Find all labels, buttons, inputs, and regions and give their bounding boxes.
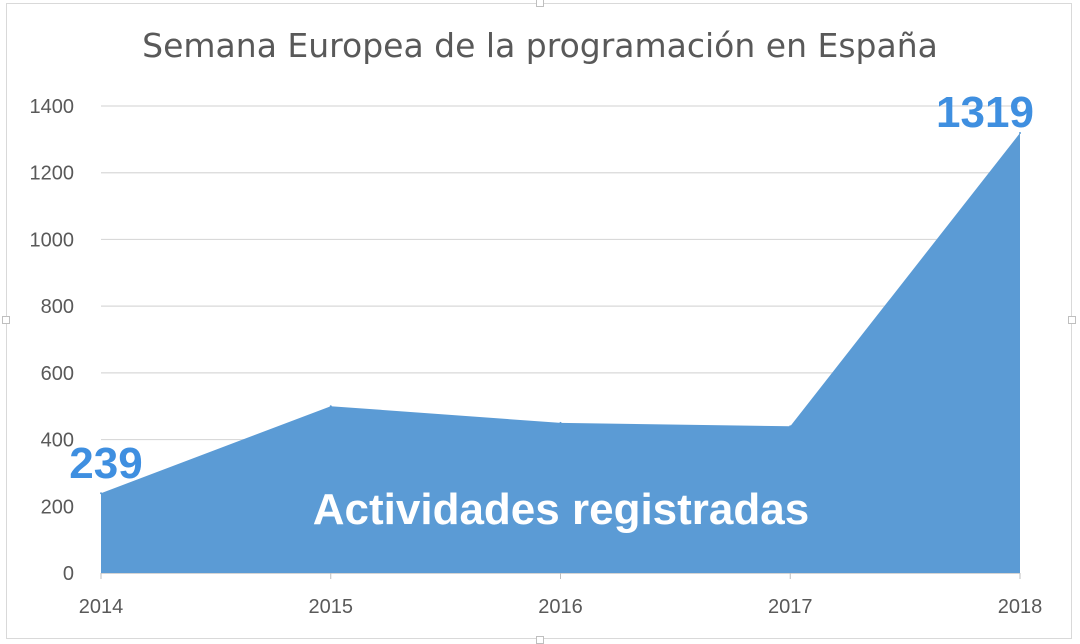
- y-tick-label: 800: [41, 296, 74, 318]
- data-point-2015: [329, 405, 332, 408]
- y-tick-label: 1400: [30, 96, 75, 118]
- data-point-2016: [559, 421, 562, 424]
- area-series: [100, 132, 1021, 573]
- x-tick-label: 2014: [79, 596, 124, 618]
- resize-handle-left[interactable]: [2, 316, 10, 324]
- y-tick-label: 600: [41, 363, 74, 385]
- y-tick-label: 400: [41, 430, 74, 452]
- series-name-label: Actividades registradas: [313, 485, 809, 534]
- y-tick-label: 0: [63, 563, 74, 585]
- data-label-first: 239: [69, 439, 142, 488]
- y-tick-label: 1200: [30, 163, 75, 185]
- x-tick-label: 2018: [998, 596, 1043, 618]
- data-point-2014: [100, 492, 102, 495]
- x-axis: 2014 2015 2016 2017 2018: [79, 572, 1043, 618]
- chart-title: Semana Europea de la programación en Esp…: [142, 26, 938, 65]
- data-point-2017: [789, 425, 792, 428]
- y-axis: 0 200 400 600 800 1000 1200 1400: [30, 96, 75, 585]
- resize-handle-top[interactable]: [536, 0, 544, 7]
- x-tick-label: 2016: [538, 596, 583, 618]
- y-tick-label: 1000: [30, 229, 75, 251]
- resize-handle-right[interactable]: [1068, 316, 1076, 324]
- x-tick-label: 2015: [309, 596, 354, 618]
- area-fill-series-0: [101, 133, 1020, 573]
- x-tick-label: 2017: [768, 596, 813, 618]
- y-tick-label: 200: [41, 496, 74, 518]
- data-point-2018: [1019, 132, 1021, 135]
- data-label-last: 1319: [936, 88, 1034, 137]
